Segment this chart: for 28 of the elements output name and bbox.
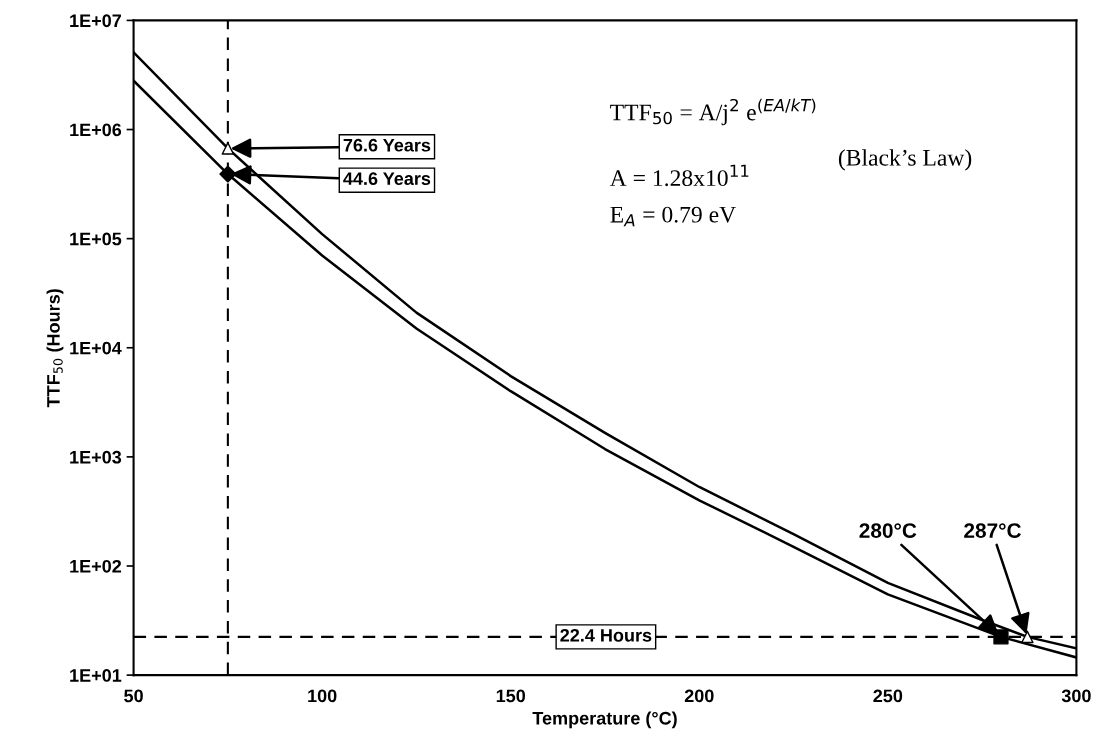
y-tick-label: 1E+07 [70,14,121,28]
y-axis-title: TTF$_{50}$ (Hours) [46,289,64,408]
annotation: E$_{A}$ = 0.79 eV [610,206,736,227]
point [993,629,1009,645]
annotation: 44.6 Years [343,172,431,185]
x-tick-label: 250 [873,689,903,703]
point [221,142,235,155]
y-tick-label: 1E+02 [70,559,122,573]
point [219,165,237,183]
x-tick-label: 200 [684,689,714,703]
y-tick-label: 1E+04 [70,341,122,355]
y-tick-label: 1E+06 [70,123,122,137]
x-tick-label: 100 [308,689,337,703]
annotation: TTF$_{50}$ = A/j$^{2}$ e$^{(EA/kT)}$ [610,98,816,126]
ref-line-label: 22.4 Hours [560,628,652,642]
annotation: 76.6 Years [343,138,431,152]
y-tick-label: 1E+05 [70,232,122,246]
x-tick-label: 300 [1061,689,1091,703]
x-tick-label: 50 [124,689,143,703]
x-axis-title: Temperature (°C) [532,711,677,729]
annotation: 280°C [859,523,917,538]
annotation: A = 1.28x10$^{11}$ [609,164,749,187]
point [1021,630,1034,644]
annotation: 287°C [964,523,1021,538]
y-tick-label: 1E+01 [70,669,122,682]
annotation: (Black’s Law) [838,149,972,171]
x-tick-label: 150 [496,689,526,703]
y-tick-label: 1E+03 [70,450,122,464]
